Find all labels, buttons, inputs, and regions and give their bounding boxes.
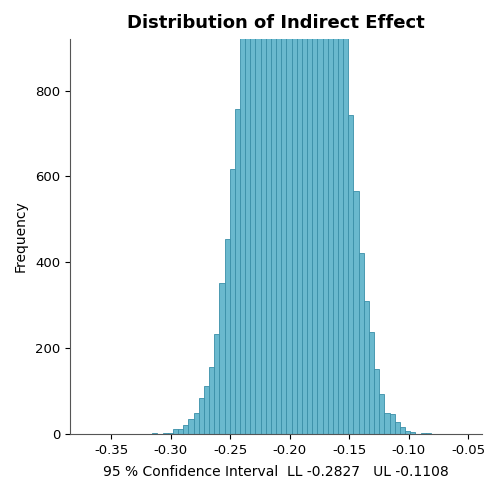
Bar — [204, 386, 209, 434]
Bar — [245, 0, 250, 434]
Bar — [162, 433, 168, 434]
Bar — [178, 429, 184, 434]
Bar — [348, 115, 354, 434]
Bar — [297, 0, 302, 434]
Bar — [184, 425, 188, 434]
Bar — [333, 0, 338, 434]
Bar — [230, 169, 235, 434]
Title: Distribution of Indirect Effect: Distribution of Indirect Effect — [128, 14, 425, 32]
Bar — [266, 0, 271, 434]
Bar — [224, 239, 230, 434]
Bar — [199, 398, 204, 434]
Bar — [374, 369, 380, 434]
Bar — [302, 0, 307, 434]
Bar — [282, 0, 286, 434]
Bar — [209, 367, 214, 434]
Bar — [271, 0, 276, 434]
Bar — [400, 427, 405, 434]
Bar — [276, 0, 281, 434]
Bar — [369, 332, 374, 434]
Bar — [328, 0, 333, 434]
Bar — [390, 414, 395, 434]
Bar — [194, 413, 199, 434]
Bar — [322, 0, 328, 434]
Bar — [358, 253, 364, 434]
Bar — [292, 0, 297, 434]
Bar — [380, 394, 384, 434]
Bar — [384, 413, 390, 434]
Bar — [220, 283, 224, 434]
Bar — [318, 0, 322, 434]
X-axis label: 95 % Confidence Interval  LL -0.2827   UL -0.1108: 95 % Confidence Interval LL -0.2827 UL -… — [104, 465, 449, 479]
Bar — [286, 0, 292, 434]
Bar — [410, 432, 416, 434]
Bar — [354, 191, 358, 434]
Bar — [256, 0, 260, 434]
Bar — [173, 429, 178, 434]
Bar — [395, 422, 400, 434]
Bar — [420, 433, 426, 434]
Bar — [260, 0, 266, 434]
Bar — [188, 419, 194, 434]
Bar — [235, 108, 240, 434]
Bar — [152, 433, 158, 434]
Bar — [312, 0, 318, 434]
Bar — [214, 334, 220, 434]
Bar — [405, 431, 410, 434]
Bar — [250, 0, 256, 434]
Bar — [240, 20, 245, 434]
Bar — [307, 0, 312, 434]
Bar — [338, 0, 343, 434]
Bar — [426, 433, 431, 434]
Bar — [364, 301, 369, 434]
Bar — [343, 30, 348, 434]
Y-axis label: Frequency: Frequency — [14, 201, 28, 273]
Bar — [168, 433, 173, 434]
